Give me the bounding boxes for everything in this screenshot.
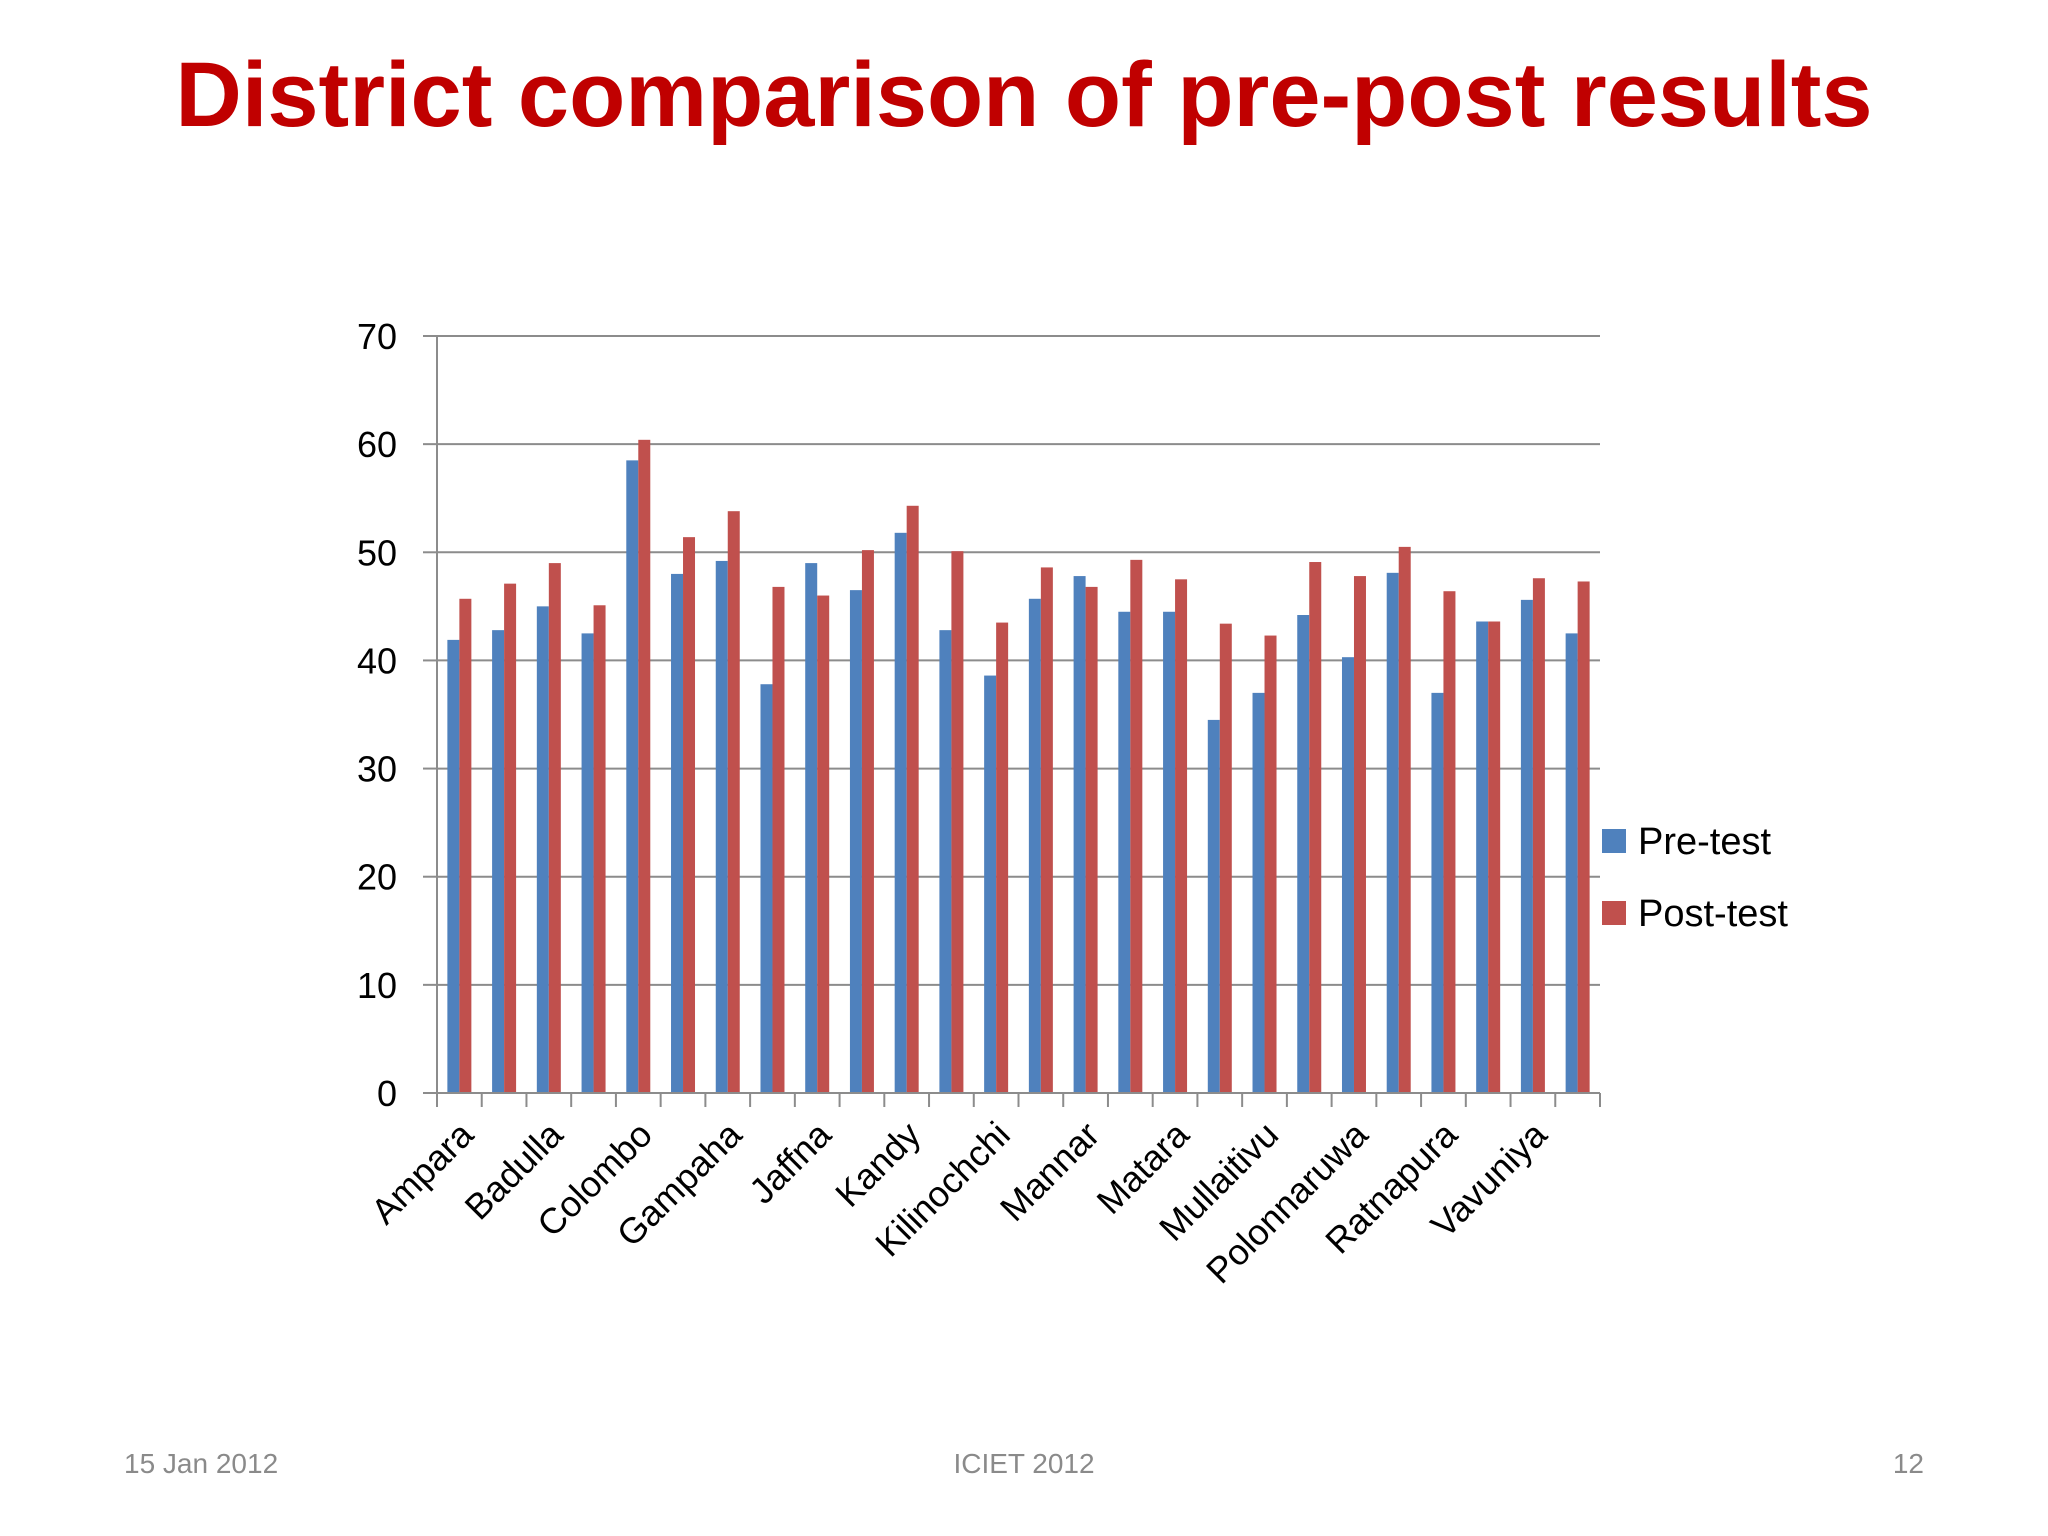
y-tick-label: 40: [357, 640, 397, 681]
post-test-bar: [1488, 621, 1501, 1093]
post-test-bar: [772, 586, 785, 1093]
bars: [447, 439, 1590, 1094]
pre-test-bar: [1386, 572, 1399, 1093]
post-test-bar: [1264, 635, 1277, 1093]
footer-conference: ICIET 2012: [953, 1448, 1095, 1479]
pre-test-bar: [1341, 657, 1354, 1093]
pre-test-bar: [715, 560, 728, 1093]
post-test-bar: [906, 505, 919, 1093]
pre-test-bar: [1163, 611, 1176, 1093]
pre-test-bar: [581, 633, 594, 1093]
pre-test-bar: [849, 590, 862, 1093]
post-test-bar: [548, 563, 561, 1093]
pre-test-bar: [671, 573, 684, 1093]
pre-test-bar: [1207, 719, 1220, 1093]
pre-test-bar: [894, 532, 907, 1093]
post-test-bar: [1577, 581, 1590, 1093]
pre-test-bar: [1297, 615, 1310, 1093]
pre-test-bar: [1028, 598, 1041, 1093]
pre-test-bar: [1565, 633, 1578, 1093]
pre-test-bar: [760, 684, 773, 1093]
post-test-bar: [683, 537, 696, 1093]
post-test-bar: [1040, 567, 1053, 1093]
post-test-bar: [1532, 578, 1545, 1093]
post-test-bar: [1398, 546, 1411, 1093]
pre-test-bar: [939, 630, 952, 1093]
slide-title: District comparison of pre-post results: [175, 44, 1873, 146]
pre-test-bar: [536, 606, 549, 1093]
pre-test-bar: [447, 639, 460, 1093]
post-test-bar: [727, 511, 740, 1094]
post-test-bar: [817, 595, 830, 1093]
y-tick-label: 30: [357, 749, 397, 790]
pre-test-bar: [984, 675, 997, 1093]
post-test-bar: [1309, 562, 1322, 1093]
pre-test-bar: [1252, 692, 1265, 1093]
pre-test-bar: [1431, 692, 1444, 1093]
pre-test-bar: [1476, 621, 1489, 1093]
legend-swatch: [1602, 901, 1626, 925]
post-test-bar: [1175, 579, 1188, 1093]
legend-label: Pre-test: [1638, 821, 1771, 863]
y-tick-label: 50: [357, 532, 397, 573]
y-tick-label: 60: [357, 424, 397, 465]
footer-date: 15 Jan 2012: [124, 1448, 279, 1479]
x-category-label: Jaffna: [741, 1113, 840, 1212]
post-test-bar: [593, 605, 606, 1093]
pre-test-bar: [626, 460, 639, 1094]
post-test-bar: [951, 551, 964, 1093]
y-tick-label: 20: [357, 857, 397, 898]
post-test-bar: [504, 583, 517, 1093]
legend-swatch: [1602, 829, 1626, 853]
pre-test-bar: [492, 630, 505, 1093]
legend-label: Post-test: [1638, 893, 1788, 935]
legend: Pre-test Post-test: [1602, 821, 1788, 935]
post-test-bar: [1130, 559, 1143, 1093]
y-tick-label: 0: [377, 1073, 397, 1114]
post-test-bar: [861, 550, 874, 1093]
post-test-bar: [996, 622, 1009, 1093]
post-test-bar: [459, 598, 472, 1093]
footer-page-number: 12: [1892, 1448, 1924, 1479]
post-test-bar: [638, 439, 651, 1093]
post-test-bar: [1443, 591, 1456, 1093]
pre-test-bar: [1073, 576, 1086, 1093]
y-tick-label: 70: [357, 316, 397, 357]
gridlines: [437, 335, 1600, 986]
post-test-bar: [1219, 623, 1232, 1093]
pre-test-bar: [1520, 599, 1533, 1093]
y-tick-label: 10: [357, 965, 397, 1006]
pre-test-bar: [1118, 611, 1131, 1093]
post-test-bar: [1353, 576, 1366, 1093]
post-test-bar: [1085, 586, 1098, 1093]
x-category-label: Mannar: [992, 1114, 1107, 1229]
x-category-label: Ampara: [363, 1113, 482, 1232]
pre-test-bar: [805, 563, 818, 1093]
